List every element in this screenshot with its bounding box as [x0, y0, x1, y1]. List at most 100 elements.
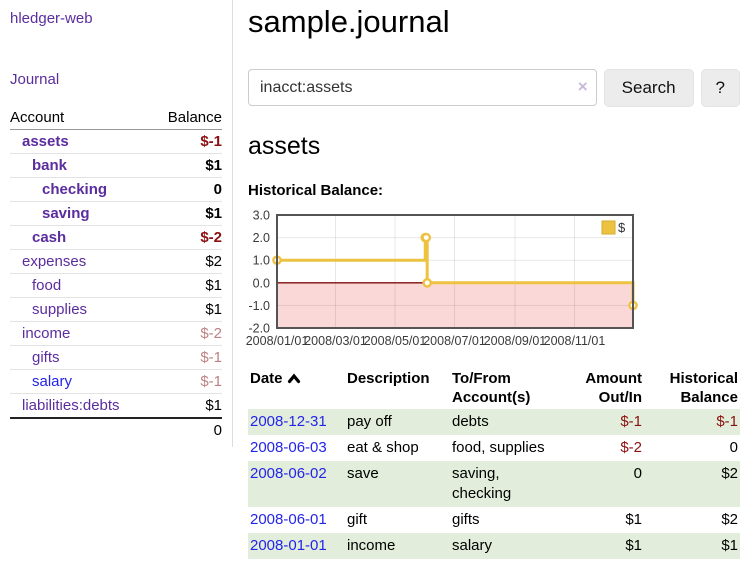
account-balance: $-2	[151, 225, 222, 250]
account-balance: $1	[151, 153, 222, 178]
register-row: 2008-01-01 income salary $1 $1	[248, 533, 740, 559]
data-point-marker	[422, 278, 433, 288]
brand-link[interactable]: hledger-web	[10, 10, 93, 27]
chart-border	[276, 214, 634, 329]
account-link[interactable]: food	[32, 277, 62, 294]
transaction-balance: $2	[721, 465, 738, 482]
register-header-date[interactable]: Date	[248, 367, 345, 409]
account-link[interactable]: cash	[32, 229, 67, 246]
account-link[interactable]: liabilities:debts	[22, 397, 120, 414]
transaction-date-cell: 2008-06-03	[248, 435, 345, 461]
search-input-wrap: ×	[248, 69, 597, 106]
register-header-row: Date Description To/From Account(s) Amount O…	[248, 367, 740, 409]
transaction-accounts: debts	[452, 413, 489, 430]
register-row: 2008-06-01 gift gifts $1 $2	[248, 507, 740, 533]
account-link[interactable]: bank	[32, 157, 68, 174]
transaction-accounts: saving, checking	[452, 465, 512, 502]
search-button[interactable]: Search	[603, 69, 694, 107]
x-tick-label: 2008/05/01	[364, 334, 427, 348]
search-form: × Search ?	[248, 69, 740, 107]
legend-label: $	[618, 220, 626, 235]
account-balance: $1	[151, 201, 222, 226]
transaction-date-link[interactable]: 2008-06-01	[250, 511, 327, 528]
account-link[interactable]: salary	[32, 373, 73, 390]
transaction-balance: $2	[721, 511, 738, 528]
account-row: gifts $-1	[10, 345, 222, 370]
account-row: income $-2	[10, 321, 222, 346]
account-link[interactable]: income	[22, 325, 71, 342]
account-balance: $1	[151, 297, 222, 322]
transaction-description: gift	[347, 511, 368, 528]
account-row: assets $-1	[10, 130, 222, 154]
transaction-date-link[interactable]: 2008-06-03	[250, 439, 327, 456]
register-table: Date Description To/From Account(s) Amount O…	[248, 367, 740, 559]
y-tick-label: -2.0	[248, 322, 270, 336]
accounts-header-account: Account	[10, 106, 152, 130]
negative-region	[277, 282, 633, 328]
account-balance: $-1	[151, 369, 222, 394]
account-balance: $-1	[151, 345, 222, 370]
account-balance: $-2	[151, 321, 222, 346]
register-row: 2008-06-02 save saving, checking 0 $2	[248, 461, 740, 507]
account-link[interactable]: assets	[22, 133, 69, 150]
register-header-description: Description	[347, 370, 430, 387]
y-tick-label: 3.0	[253, 209, 270, 223]
accounts-total-value: 0	[151, 417, 222, 442]
sidebar-item-journal[interactable]: Journal	[10, 71, 60, 88]
transaction-date-cell: 2008-06-01	[248, 507, 345, 533]
register-header-accounts: To/From Account(s)	[452, 370, 531, 406]
y-tick-label: 1.0	[253, 254, 270, 268]
accounts-total-row: 0	[10, 417, 222, 442]
account-link[interactable]: supplies	[32, 301, 88, 318]
transaction-accounts: food, supplies	[452, 439, 545, 456]
x-tick-label: 2008/09/01	[484, 334, 547, 348]
account-balance: 0	[151, 177, 222, 202]
transaction-date-cell: 2008-06-02	[248, 461, 345, 507]
y-tick-label: -1.0	[248, 299, 270, 313]
account-row: saving $1	[10, 201, 222, 226]
account-link[interactable]: gifts	[32, 349, 60, 366]
help-button[interactable]: ?	[700, 69, 740, 107]
y-tick-label: 2.0	[253, 231, 270, 245]
account-link[interactable]: saving	[42, 205, 90, 222]
account-balance: $2	[151, 249, 222, 274]
transaction-description: pay off	[347, 413, 392, 430]
transaction-description: income	[347, 537, 396, 554]
account-row: cash $-2	[10, 225, 222, 250]
x-tick-label: 2008/07/01	[423, 334, 486, 348]
transaction-balance: $-1	[716, 413, 738, 430]
transaction-description: eat & shop	[347, 439, 419, 456]
transaction-date-link[interactable]: 2008-12-31	[250, 413, 327, 430]
transaction-accounts: gifts	[452, 511, 480, 528]
historical-balance-chart: 3.0 2.0 1.0 0.0 -1.0 -2.02008/01/012008/03/01…	[246, 209, 638, 348]
register-row: 2008-06-03 eat & shop food, supplies $-2 0	[248, 435, 740, 461]
x-tick-label: 2008/03/01	[304, 334, 367, 348]
x-tick-label: 2008/11/01	[544, 334, 606, 348]
transaction-amount: $1	[625, 537, 642, 554]
account-row: salary $-1	[10, 369, 222, 394]
transaction-date-cell: 2008-01-01	[248, 533, 345, 559]
transaction-amount: $-1	[620, 413, 642, 430]
transaction-amount: $-2	[620, 439, 642, 456]
transaction-date-link[interactable]: 2008-06-02	[250, 465, 327, 482]
register-header-balance: Historical Balance	[669, 370, 738, 406]
accounts-header-balance: Balance	[151, 106, 222, 130]
sidebar-nav: Journal	[10, 71, 222, 88]
account-link[interactable]: expenses	[22, 253, 87, 270]
chart-title: Historical Balance:	[248, 182, 384, 199]
account-balance: $1	[151, 393, 222, 418]
search-input[interactable]	[248, 69, 597, 106]
sidebar: hledger-web Journal Account Balance asse…	[0, 0, 233, 447]
account-row: food $1	[10, 273, 222, 298]
transaction-amount: 0	[633, 465, 642, 482]
transaction-amount: $1	[625, 511, 642, 528]
register-row: 2008-12-31 pay off debts $-1 $-1	[248, 409, 740, 435]
register-header-amount: Amount Out/In	[585, 370, 642, 406]
account-row: expenses $2	[10, 249, 222, 274]
legend-swatch	[601, 220, 616, 235]
account-link[interactable]: checking	[42, 181, 108, 198]
transaction-date-link[interactable]: 2008-01-01	[250, 537, 327, 554]
transaction-date-cell: 2008-12-31	[248, 409, 345, 435]
account-row: supplies $1	[10, 297, 222, 322]
clear-search-icon[interactable]: ×	[577, 77, 588, 96]
